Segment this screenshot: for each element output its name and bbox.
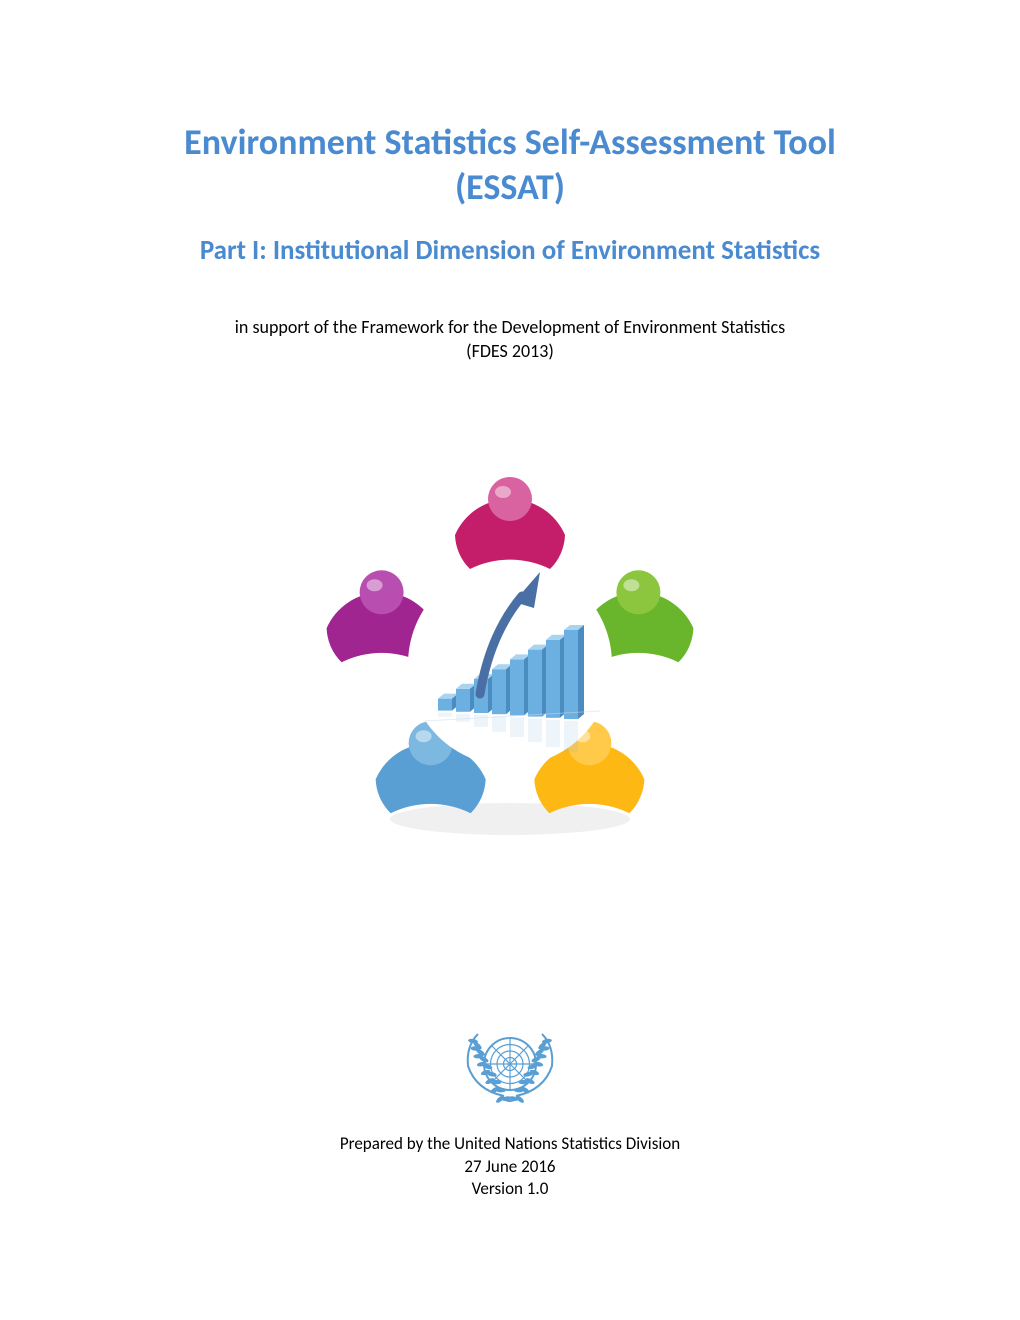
prepared-by: Prepared by the United Nations Statistic…: [340, 1133, 680, 1156]
un-logo-icon: [450, 1014, 570, 1119]
support-line-2: (FDES 2013): [235, 339, 785, 363]
document-subtitle: Part I: Institutional Dimension of Envir…: [200, 234, 820, 267]
document-title: Environment Statistics Self-Assessment T…: [184, 120, 836, 210]
footer-block: Prepared by the United Nations Statistic…: [340, 1014, 680, 1202]
title-line-1: Environment Statistics Self-Assessment T…: [184, 120, 836, 165]
footer-date: 27 June 2016: [464, 1156, 555, 1179]
support-text: in support of the Framework for the Deve…: [235, 315, 785, 364]
title-line-2: (ESSAT): [184, 165, 836, 210]
support-line-1: in support of the Framework for the Deve…: [235, 315, 785, 339]
people-circle-chart-icon: [310, 464, 710, 864]
footer-version: Version 1.0: [472, 1178, 549, 1201]
hero-graphic: [310, 464, 710, 864]
